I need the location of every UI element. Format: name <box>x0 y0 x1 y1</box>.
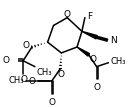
Text: O: O <box>3 56 10 65</box>
Text: O: O <box>89 55 96 64</box>
Text: O: O <box>20 75 27 84</box>
Text: O: O <box>28 77 35 86</box>
Text: O: O <box>63 10 70 19</box>
Text: N: N <box>110 36 117 45</box>
Text: O: O <box>94 83 101 92</box>
Polygon shape <box>77 47 90 56</box>
Polygon shape <box>82 31 97 39</box>
Text: CH₃: CH₃ <box>9 76 24 85</box>
Text: O: O <box>23 41 29 50</box>
Text: CH₃: CH₃ <box>37 68 52 77</box>
Text: F: F <box>87 12 92 21</box>
Text: CH₃: CH₃ <box>110 57 126 66</box>
Text: O: O <box>57 70 64 79</box>
Text: O: O <box>48 98 56 107</box>
